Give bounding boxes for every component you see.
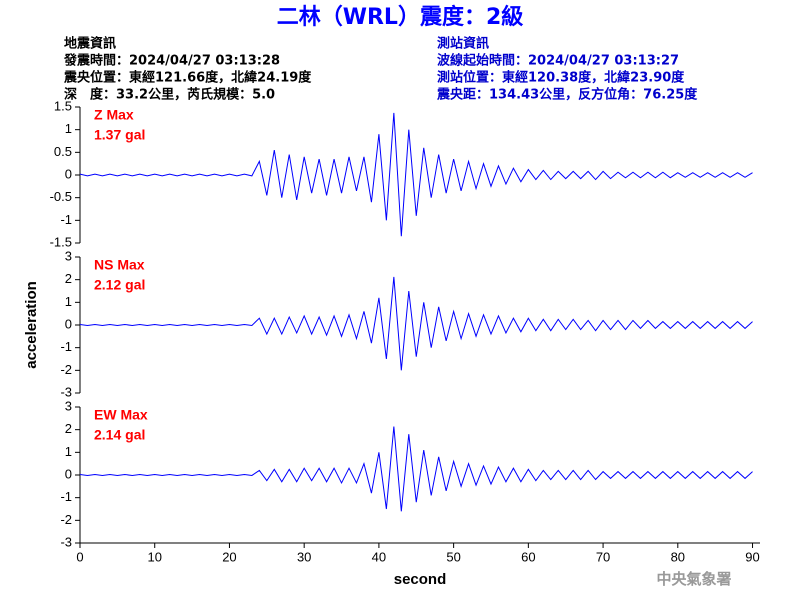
y-tick-label: -3 bbox=[60, 384, 72, 399]
y-tick-label: -1 bbox=[60, 489, 72, 504]
y-tick-label: 2 bbox=[65, 271, 72, 286]
y-tick-label: 0 bbox=[65, 316, 72, 331]
max-annotation: 2.12 gal bbox=[94, 277, 145, 293]
info-line: 震央距：134.43公里，反方位角：76.25度 bbox=[436, 87, 698, 103]
y-tick-label: 2 bbox=[65, 421, 72, 436]
max-annotation: 2.14 gal bbox=[94, 427, 145, 443]
info-line: 測站資訊 bbox=[437, 36, 489, 52]
y-tick-label: 0 bbox=[65, 166, 72, 181]
y-tick-label: 1 bbox=[65, 294, 72, 309]
waveform bbox=[79, 112, 753, 237]
y-tick-label: -1 bbox=[60, 339, 72, 354]
y-tick-label: -2 bbox=[60, 362, 72, 377]
max-annotation: NS Max bbox=[94, 257, 145, 273]
y-tick-label: 0.5 bbox=[54, 144, 72, 159]
x-tick-label: 60 bbox=[521, 549, 535, 564]
x-tick-label: 0 bbox=[76, 549, 83, 564]
x-tick-label: 40 bbox=[372, 549, 386, 564]
footer: 中央氣象署 bbox=[656, 570, 731, 588]
y-tick-label: 3 bbox=[65, 398, 72, 413]
x-axis-label: second bbox=[394, 571, 447, 588]
x-tick-label: 20 bbox=[222, 549, 236, 564]
y-tick-label: -3 bbox=[60, 534, 72, 549]
y-tick-label: -1 bbox=[60, 212, 72, 227]
x-tick-label: 30 bbox=[297, 549, 311, 564]
x-tick-label: 90 bbox=[745, 549, 759, 564]
waveform bbox=[79, 276, 753, 371]
info-line: 發震時間：2024/04/27 03:13:28 bbox=[63, 53, 280, 69]
info-line: 地震資訊 bbox=[64, 36, 116, 52]
y-axis-label: acceleration bbox=[23, 281, 40, 369]
y-tick-label: 1 bbox=[65, 121, 72, 136]
max-annotation: 1.37 gal bbox=[94, 127, 145, 143]
x-tick-label: 80 bbox=[671, 549, 685, 564]
y-tick-label: -0.5 bbox=[50, 189, 72, 204]
info-line: 震央位置：東經121.66度，北緯24.19度 bbox=[63, 70, 312, 86]
x-tick-label: 70 bbox=[596, 549, 610, 564]
info-line: 波線起始時間：2024/04/27 03:13:27 bbox=[437, 53, 679, 69]
x-tick-label: 10 bbox=[147, 549, 161, 564]
max-annotation: Z Max bbox=[94, 107, 134, 123]
chart-title: 二林（WRL）震度：2級 bbox=[277, 4, 524, 30]
y-tick-label: -2 bbox=[60, 512, 72, 527]
y-tick-label: 1 bbox=[65, 444, 72, 459]
max-annotation: EW Max bbox=[94, 407, 148, 423]
x-tick-label: 50 bbox=[446, 549, 460, 564]
y-tick-label: 0 bbox=[65, 466, 72, 481]
y-tick-label: 1.5 bbox=[54, 98, 72, 113]
info-line: 測站位置：東經120.38度，北緯23.90度 bbox=[437, 70, 685, 86]
info-line: 深 度：33.2公里，芮氏規模：5.0 bbox=[64, 87, 275, 103]
y-tick-label: 3 bbox=[65, 248, 72, 263]
waveform bbox=[79, 426, 753, 512]
y-tick-label: -1.5 bbox=[50, 234, 72, 249]
